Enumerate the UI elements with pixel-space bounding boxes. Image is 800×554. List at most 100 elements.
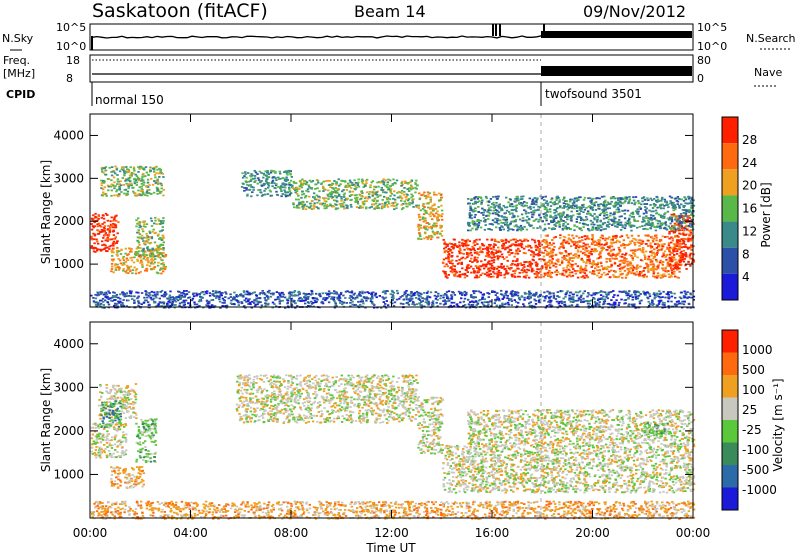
heatmap-cell <box>559 237 562 239</box>
heatmap-cell <box>114 185 117 187</box>
heatmap-cell <box>112 176 116 179</box>
heatmap-cell <box>125 171 128 174</box>
heatmap-cell <box>600 226 603 228</box>
heatmap-cell <box>525 219 528 222</box>
heatmap-cell <box>293 188 296 191</box>
heatmap-cell <box>580 257 583 260</box>
heatmap-cell <box>676 267 679 269</box>
heatmap-cell <box>132 186 135 189</box>
heatmap-cell <box>156 251 159 254</box>
heatmap-cell <box>407 303 411 306</box>
heatmap-cell <box>107 233 111 236</box>
heatmap-cell <box>119 180 122 183</box>
heatmap-cell <box>505 218 509 221</box>
heatmap-cell <box>600 261 603 264</box>
heatmap-cell <box>490 259 494 262</box>
heatmap-cell <box>118 187 121 190</box>
heatmap-cell <box>526 265 530 267</box>
heatmap-cell <box>136 231 139 234</box>
heatmap-cell <box>522 195 525 198</box>
heatmap-cell <box>451 268 454 270</box>
heatmap-cell <box>286 171 289 174</box>
heatmap-cell <box>658 248 662 251</box>
heatmap-cell <box>476 260 479 263</box>
heatmap-cell <box>383 206 386 208</box>
heatmap-cell <box>687 240 690 243</box>
heatmap-cell <box>153 180 156 182</box>
heatmap-cell <box>524 212 528 215</box>
heatmap-cell <box>313 196 316 199</box>
heatmap-cell <box>110 270 113 273</box>
heatmap-cell <box>502 239 505 242</box>
heatmap-cell <box>377 207 381 209</box>
heatmap-cell <box>633 241 636 244</box>
heatmap-cell <box>586 224 589 226</box>
heatmap-cell <box>275 183 278 185</box>
heatmap-cell <box>629 240 632 243</box>
heatmap-cell <box>475 228 478 231</box>
heatmap-cell <box>593 213 596 215</box>
heatmap-cell <box>514 252 517 255</box>
heatmap-cell <box>243 175 246 177</box>
heatmap-cell <box>253 175 257 177</box>
heatmap-cell <box>150 261 153 264</box>
heatmap-cell <box>336 189 339 192</box>
heatmap-cell <box>673 250 676 253</box>
heatmap-cell <box>157 189 160 192</box>
heatmap-cell <box>585 274 588 277</box>
heatmap-cell <box>100 240 104 243</box>
heatmap-cell <box>159 248 162 250</box>
heatmap-cell <box>624 299 628 301</box>
heatmap-cell <box>428 192 431 195</box>
heatmap-cell <box>106 184 110 187</box>
heatmap-cell <box>410 180 413 182</box>
heatmap-cell <box>474 210 477 212</box>
heatmap-cell <box>612 274 615 276</box>
heatmap-cell <box>689 222 692 225</box>
heatmap-cell <box>667 244 671 247</box>
heatmap-cell <box>482 211 485 214</box>
heatmap-cell <box>380 207 384 210</box>
heatmap-cell <box>271 185 274 188</box>
heatmap-cell <box>649 197 652 200</box>
heatmap-cell <box>400 199 403 202</box>
heatmap-cell <box>593 201 596 204</box>
heatmap-cell <box>152 268 156 270</box>
heatmap-cell <box>642 212 646 215</box>
heatmap-cell <box>114 264 117 267</box>
heatmap-cell <box>568 271 572 274</box>
heatmap-cell <box>569 200 572 203</box>
heatmap-cell <box>404 202 407 205</box>
heatmap-cell <box>387 178 390 181</box>
heatmap-cell <box>151 183 155 186</box>
heatmap-cell <box>676 239 679 241</box>
heatmap-cell <box>527 276 531 279</box>
heatmap-cell <box>155 296 158 299</box>
heatmap-cell <box>463 297 467 300</box>
heatmap-cell <box>537 254 540 257</box>
heatmap-cell <box>619 204 622 207</box>
heatmap-cell <box>532 255 535 258</box>
heatmap-cell <box>639 272 643 274</box>
heatmap-cell <box>111 259 115 262</box>
heatmap-cell <box>332 191 335 193</box>
heatmap-cell <box>678 217 682 219</box>
heatmap-cell <box>481 243 484 245</box>
heatmap-cell <box>112 247 115 250</box>
heatmap-cell <box>628 254 631 256</box>
heatmap-cell <box>600 273 604 276</box>
heatmap-cell <box>327 301 331 304</box>
heatmap-cell <box>433 193 436 196</box>
heatmap-cell <box>682 229 686 232</box>
heatmap-cell <box>342 203 345 206</box>
heatmap-cell <box>284 195 288 198</box>
heatmap-cell <box>562 269 565 272</box>
heatmap-cell <box>477 290 481 293</box>
heatmap-cell <box>115 190 118 193</box>
heatmap-cell <box>634 220 637 222</box>
heatmap-cell <box>429 196 432 199</box>
heatmap-cell <box>278 170 281 173</box>
heatmap-cell <box>417 237 420 240</box>
heatmap-cell <box>342 205 345 208</box>
heatmap-cell <box>365 182 368 184</box>
